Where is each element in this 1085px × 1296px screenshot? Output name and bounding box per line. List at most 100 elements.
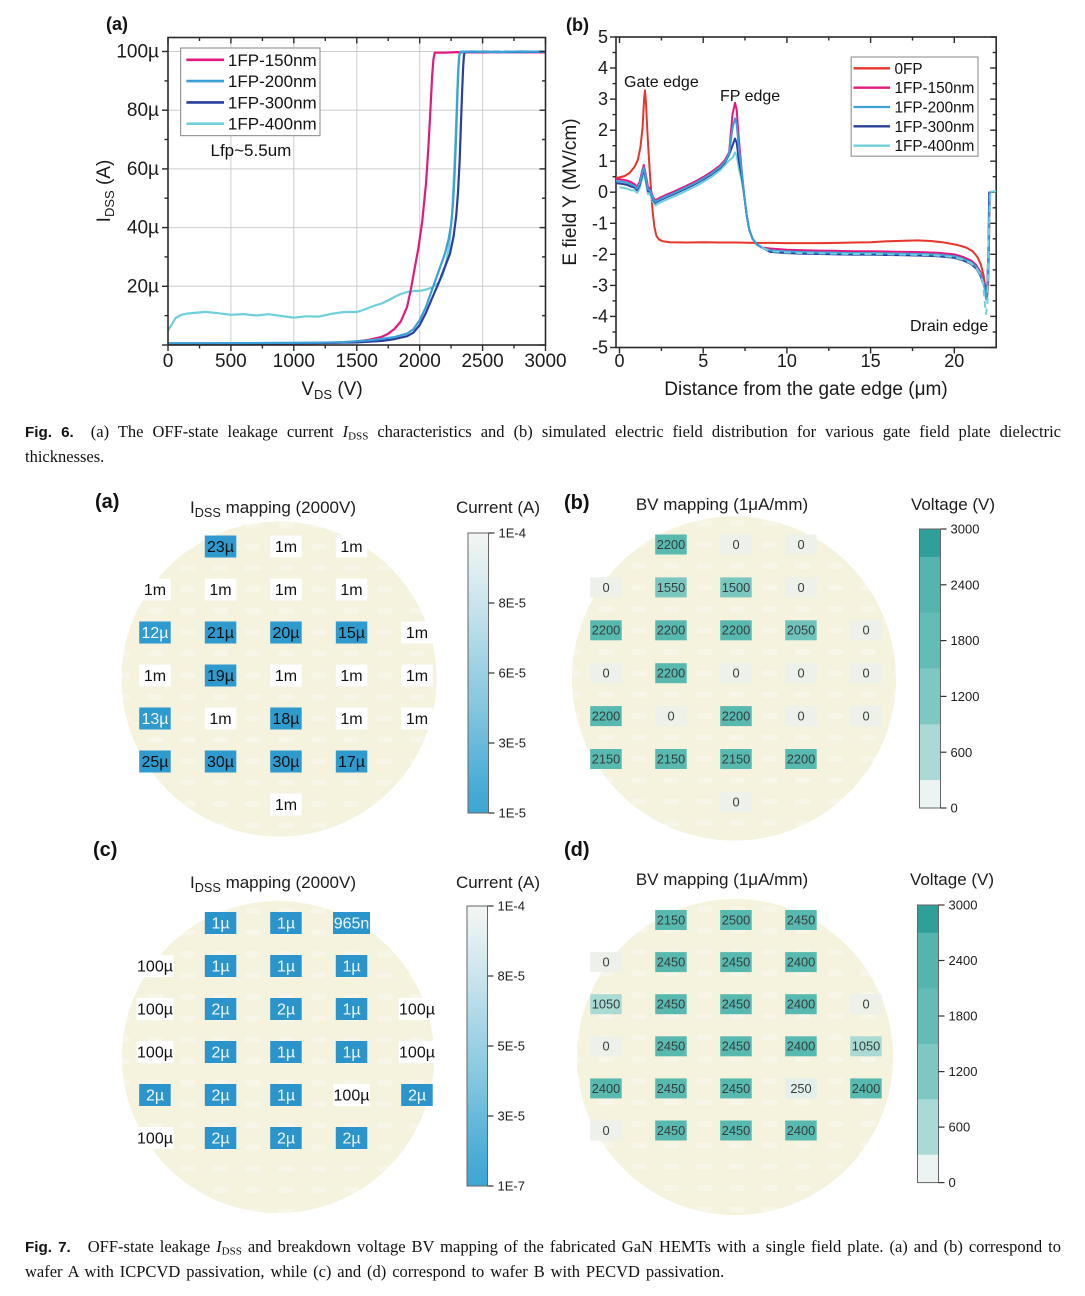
svg-text:2µ: 2µ	[277, 1002, 295, 1019]
svg-text:(a): (a)	[106, 14, 128, 34]
svg-text:13µ: 13µ	[141, 711, 168, 728]
svg-text:1FP-200nm: 1FP-200nm	[895, 100, 975, 117]
svg-text:2450: 2450	[657, 1081, 685, 1096]
svg-text:1µ: 1µ	[277, 1045, 295, 1062]
svg-text:2400: 2400	[592, 1081, 620, 1096]
svg-text:-3: -3	[592, 275, 608, 295]
svg-text:2: 2	[598, 120, 608, 140]
svg-text:2µ: 2µ	[211, 1002, 229, 1019]
svg-text:Distance from the gate edge (μ: Distance from the gate edge (μm)	[664, 379, 947, 400]
svg-text:2450: 2450	[722, 1039, 750, 1054]
svg-text:0: 0	[951, 801, 958, 816]
svg-text:-4: -4	[592, 306, 608, 326]
svg-text:20: 20	[944, 351, 964, 371]
svg-text:1FP-300nm: 1FP-300nm	[228, 93, 317, 112]
svg-text:0: 0	[862, 709, 869, 724]
svg-text:0: 0	[862, 997, 869, 1012]
svg-text:1m: 1m	[406, 625, 428, 642]
svg-text:15: 15	[861, 351, 881, 371]
svg-text:(a): (a)	[95, 491, 119, 513]
svg-text:1µ: 1µ	[342, 959, 360, 976]
svg-text:2450: 2450	[657, 1039, 685, 1054]
svg-text:Current (A): Current (A)	[456, 498, 540, 517]
svg-text:1µ: 1µ	[211, 916, 229, 933]
svg-text:1FP-400nm: 1FP-400nm	[895, 138, 975, 155]
svg-text:2450: 2450	[722, 1081, 750, 1096]
svg-text:2200: 2200	[657, 537, 685, 552]
svg-text:FP edge: FP edge	[720, 88, 780, 105]
svg-text:0: 0	[602, 666, 609, 681]
svg-text:23µ: 23µ	[207, 539, 234, 556]
svg-text:2400: 2400	[852, 1081, 880, 1096]
svg-text:2200: 2200	[657, 666, 685, 681]
svg-text:Drain edge: Drain edge	[910, 318, 988, 335]
svg-text:2400: 2400	[951, 577, 980, 592]
svg-text:1µ: 1µ	[342, 1002, 360, 1019]
svg-text:30µ: 30µ	[272, 754, 299, 771]
svg-text:1m: 1m	[144, 582, 166, 599]
svg-text:10: 10	[777, 351, 797, 371]
svg-text:(d): (d)	[564, 839, 590, 861]
svg-text:100µ: 100µ	[137, 959, 173, 976]
svg-text:12µ: 12µ	[141, 625, 168, 642]
svg-text:1E-5: 1E-5	[499, 806, 526, 821]
svg-text:0: 0	[598, 182, 608, 202]
svg-text:2450: 2450	[657, 955, 685, 970]
svg-text:2µ: 2µ	[408, 1088, 426, 1105]
svg-text:2450: 2450	[657, 997, 685, 1012]
svg-text:1µ: 1µ	[277, 1088, 295, 1105]
svg-text:2450: 2450	[722, 1123, 750, 1138]
svg-text:30µ: 30µ	[207, 754, 234, 771]
svg-text:BV mapping (1μA/mm): BV mapping (1μA/mm)	[636, 870, 808, 889]
svg-text:60µ: 60µ	[127, 159, 159, 180]
svg-text:2150: 2150	[657, 751, 685, 766]
svg-text:5: 5	[598, 27, 608, 47]
svg-text:(b): (b)	[564, 492, 590, 514]
svg-text:2µ: 2µ	[277, 1131, 295, 1148]
svg-text:1FP-300nm: 1FP-300nm	[895, 119, 975, 136]
svg-text:2µ: 2µ	[211, 1045, 229, 1062]
svg-text:Gate edge: Gate edge	[624, 74, 699, 91]
svg-text:1m: 1m	[340, 711, 362, 728]
svg-text:1m: 1m	[209, 582, 231, 599]
svg-text:600: 600	[949, 1120, 971, 1135]
svg-text:20µ: 20µ	[272, 625, 299, 642]
svg-text:Current (A): Current (A)	[456, 873, 540, 892]
svg-text:1FP-200nm: 1FP-200nm	[228, 72, 317, 91]
svg-text:VDS (V): VDS (V)	[301, 379, 362, 402]
svg-text:18µ: 18µ	[272, 711, 299, 728]
svg-text:2150: 2150	[722, 751, 750, 766]
svg-text:0: 0	[797, 537, 804, 552]
svg-text:-5: -5	[592, 338, 608, 358]
svg-text:E field Y (MV/cm): E field Y (MV/cm)	[560, 118, 581, 265]
svg-text:1µ: 1µ	[342, 1045, 360, 1062]
svg-text:0: 0	[732, 537, 739, 552]
svg-text:1800: 1800	[949, 1009, 978, 1024]
svg-text:0: 0	[862, 666, 869, 681]
svg-text:0: 0	[667, 709, 674, 724]
svg-text:2200: 2200	[592, 623, 620, 638]
svg-text:100µ: 100µ	[399, 1045, 435, 1062]
svg-text:2400: 2400	[787, 1039, 815, 1054]
svg-text:(c): (c)	[93, 839, 117, 861]
svg-text:0: 0	[732, 666, 739, 681]
svg-text:2450: 2450	[657, 1123, 685, 1138]
svg-text:2050: 2050	[787, 623, 815, 638]
svg-text:3000: 3000	[949, 898, 978, 913]
svg-text:2150: 2150	[657, 912, 685, 927]
svg-text:1200: 1200	[951, 689, 980, 704]
svg-text:1500: 1500	[722, 580, 750, 595]
svg-text:0: 0	[602, 1039, 609, 1054]
svg-text:0: 0	[797, 666, 804, 681]
svg-text:2200: 2200	[722, 709, 750, 724]
svg-text:1m: 1m	[406, 668, 428, 685]
svg-text:2450: 2450	[722, 997, 750, 1012]
svg-text:BV mapping (1μA/mm): BV mapping (1μA/mm)	[636, 495, 808, 514]
svg-text:100µ: 100µ	[137, 1002, 173, 1019]
svg-text:1m: 1m	[406, 711, 428, 728]
svg-text:600: 600	[951, 745, 973, 760]
svg-text:40µ: 40µ	[127, 218, 159, 239]
svg-text:1050: 1050	[852, 1039, 880, 1054]
svg-text:5E-5: 5E-5	[498, 1039, 525, 1054]
svg-text:-2: -2	[592, 244, 608, 264]
